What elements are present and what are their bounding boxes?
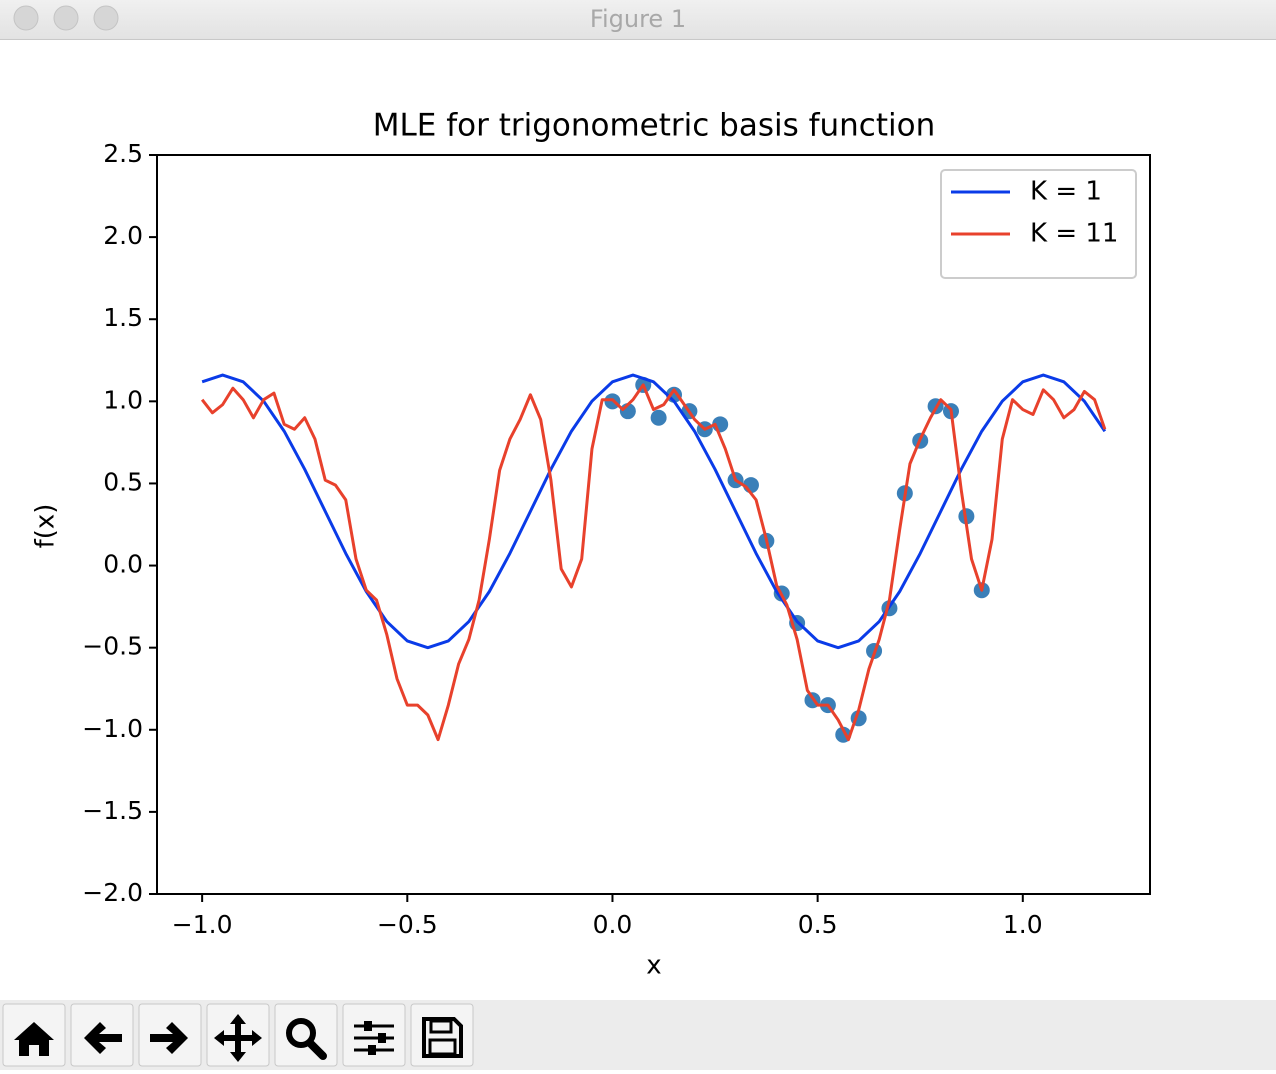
minimize-button[interactable] [53, 5, 79, 31]
y-tick-label: 2.5 [103, 139, 143, 168]
chart-title: MLE for trigonometric basis function [373, 108, 935, 144]
zoom-rect-button[interactable] [274, 1003, 338, 1067]
x-tick-label: 1.0 [1003, 910, 1043, 939]
legend [940, 169, 1137, 279]
y-tick-label: 0.0 [103, 550, 143, 579]
x-tick-label: 0.5 [798, 910, 838, 939]
y-tick-label: −2.0 [82, 878, 143, 907]
y-tick-label: −0.5 [82, 632, 143, 661]
save-icon-label [429, 1019, 453, 1034]
save-icon [422, 1017, 463, 1058]
scatter-point [650, 409, 667, 426]
y-tick-label: 2.0 [103, 221, 143, 250]
plot [200, 373, 1107, 743]
pan-icon [214, 1014, 262, 1062]
home-icon [14, 1022, 54, 1056]
line-series [201, 373, 1107, 650]
y-tick-label: 1.5 [103, 303, 143, 332]
y-tick-label: 1.0 [103, 385, 143, 414]
save-icon-slot [428, 1038, 457, 1056]
zoom-icon [286, 1018, 316, 1048]
zoom-button[interactable] [93, 5, 119, 31]
line-series [200, 383, 1107, 742]
x-tick-label: −0.5 [377, 910, 438, 939]
configure-icon [354, 1021, 394, 1055]
x-tick-label: 0.0 [593, 910, 633, 939]
close-button[interactable] [13, 5, 39, 31]
window-title: Figure 1 [590, 5, 686, 33]
legend-label: K = 1 [1030, 177, 1102, 207]
configure-button[interactable] [342, 1003, 406, 1067]
x-axis-label: x [646, 951, 661, 981]
y-axis-label: f(x) [31, 504, 61, 549]
y-tick-label: −1.5 [82, 796, 143, 825]
y-tick-label: −1.0 [82, 714, 143, 743]
plot-frame [156, 154, 1151, 895]
forward-icon [150, 1022, 188, 1054]
zoom-icon-handle [306, 1039, 327, 1060]
x-tick-label: −1.0 [172, 910, 233, 939]
y-tick-label: 0.5 [103, 467, 143, 496]
legend-label: K = 11 [1030, 219, 1118, 249]
title-bar [0, 0, 1276, 40]
back-icon [84, 1022, 122, 1054]
